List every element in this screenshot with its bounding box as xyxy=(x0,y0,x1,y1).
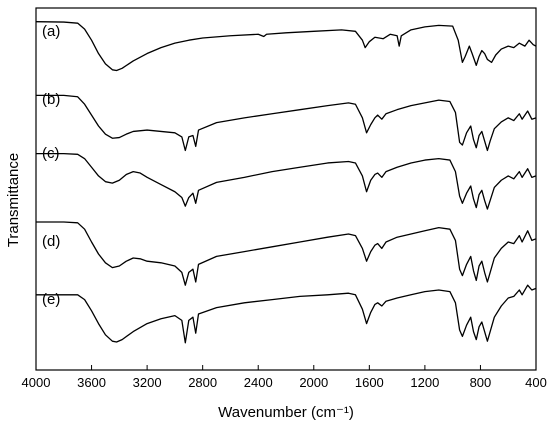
x-axis-title: Wavenumber (cm⁻¹) xyxy=(218,404,354,421)
spectrum-line-2 xyxy=(36,152,537,210)
x-tick-label: 800 xyxy=(470,375,492,390)
trace-label-4: (e) xyxy=(42,291,60,308)
x-tick-label: 1600 xyxy=(355,375,384,390)
x-tick-label: 2800 xyxy=(188,375,217,390)
spectrum-line-3 xyxy=(36,221,537,286)
plot-frame xyxy=(35,7,537,371)
spectrum-line-1 xyxy=(36,94,537,152)
x-tick-label: 4000 xyxy=(22,375,51,390)
trace-label-3: (d) xyxy=(42,233,60,250)
spectrum-traces xyxy=(35,21,537,344)
spectrum-line-4 xyxy=(36,284,537,344)
x-tick-label: 3200 xyxy=(133,375,162,390)
x-tick-label: 400 xyxy=(525,375,547,390)
x-tick-label: 2000 xyxy=(299,375,328,390)
spectrum-line-0 xyxy=(35,21,537,72)
y-axis-title: Transmittance xyxy=(5,153,22,247)
trace-label-0: (a) xyxy=(42,23,60,40)
trace-labels: (a) (b) (c) (d) (e) xyxy=(42,23,60,308)
trace-label-2: (c) xyxy=(42,145,60,162)
x-axis-ticks: 4000 3600 3200 2800 2400 2000 1600 1200 800 400 xyxy=(22,365,547,390)
trace-label-1: (b) xyxy=(42,91,60,108)
x-tick-label: 1200 xyxy=(410,375,439,390)
x-tick-label: 2400 xyxy=(244,375,273,390)
x-tick-label: 3600 xyxy=(77,375,106,390)
